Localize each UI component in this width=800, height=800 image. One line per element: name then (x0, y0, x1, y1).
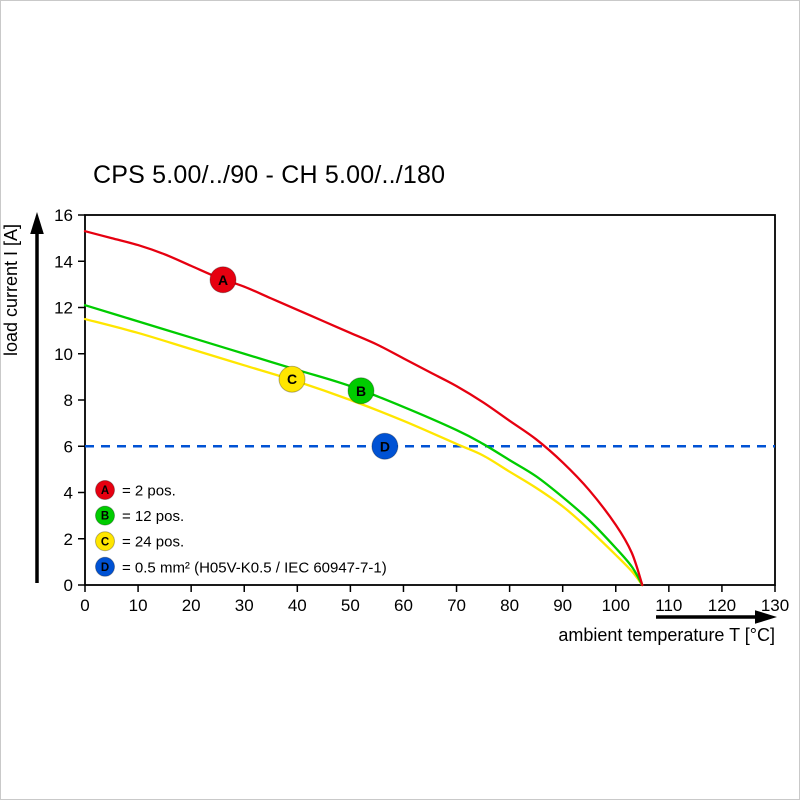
legend-marker-C (95, 531, 115, 552)
y-tick-label: 8 (64, 391, 73, 410)
marker-letter-A: A (218, 272, 228, 288)
x-tick-label: 10 (129, 596, 148, 615)
legend-marker-B (95, 505, 115, 526)
marker-C: C (278, 365, 306, 393)
curve-B (83, 304, 644, 587)
marker-letter-D: D (380, 438, 390, 454)
y-tick-label: 6 (64, 437, 73, 456)
curve-C (83, 317, 644, 587)
legend-letter-D: D (101, 562, 109, 574)
legend-label-A: = 2 pos. (122, 483, 176, 500)
x-tick-label: 100 (602, 596, 630, 615)
y-tick-label: 10 (54, 345, 73, 364)
x-axis-arrowhead (755, 610, 777, 624)
y-tick-label: 2 (64, 530, 73, 549)
legend-letter-C: C (101, 536, 109, 548)
marker-circle-B (347, 377, 375, 405)
y-tick-label: 12 (54, 299, 73, 318)
x-axis-label: ambient temperature T [°C] (558, 625, 775, 645)
marker-circle-A (209, 266, 237, 294)
x-tick-label: 120 (708, 596, 736, 615)
x-tick-label: 60 (394, 596, 413, 615)
marker-D: D (371, 432, 399, 460)
x-tick-label: 90 (553, 596, 572, 615)
legend-item-D: D = 0.5 mm² (H05V-K0.5 / IEC 60947-7-1) (95, 556, 387, 577)
marker-circle-C (278, 365, 306, 393)
x-tick-label: 70 (447, 596, 466, 615)
legend-item-A: A = 2 pos. (95, 480, 176, 500)
legend-item-C: C = 24 pos. (95, 531, 184, 552)
legend-letter-B: B (101, 511, 109, 523)
legend-marker-A (95, 480, 115, 500)
y-tick-label: 16 (54, 206, 73, 225)
x-tick-label: 50 (341, 596, 360, 615)
x-tick-label: 80 (500, 596, 519, 615)
curve-A (83, 230, 644, 587)
y-tick-label: 4 (64, 484, 73, 503)
marker-letter-C: C (287, 371, 297, 387)
marker-letter-B: B (356, 383, 366, 399)
marker-A: A (209, 266, 237, 294)
plot-frame (84, 214, 776, 586)
x-tick-label: 0 (80, 596, 89, 615)
chart-title: CPS 5.00/../90 - CH 5.00/../180 (93, 161, 446, 189)
legend-letter-A: A (101, 485, 109, 497)
legend-label-B: = 12 pos. (122, 508, 184, 525)
y-axis-label: load current I [A] (1, 224, 21, 356)
x-tick-label: 110 (655, 596, 682, 615)
y-tick-label: 14 (54, 252, 73, 271)
legend-item-B: B = 12 pos. (95, 505, 184, 526)
legend-label-C: = 24 pos. (122, 534, 184, 551)
x-tick-label: 30 (235, 596, 254, 615)
x-tick-label: 130 (761, 596, 789, 615)
x-tick-label: 20 (182, 596, 201, 615)
y-tick-label: 0 (64, 576, 73, 595)
legend-marker-D (95, 556, 115, 577)
x-tick-label: 40 (288, 596, 307, 615)
y-axis-arrowhead (30, 212, 44, 234)
marker-B: B (347, 377, 375, 405)
marker-circle-D (371, 432, 399, 460)
legend-label-D: = 0.5 mm² (H05V-K0.5 / IEC 60947-7-1) (122, 559, 387, 576)
